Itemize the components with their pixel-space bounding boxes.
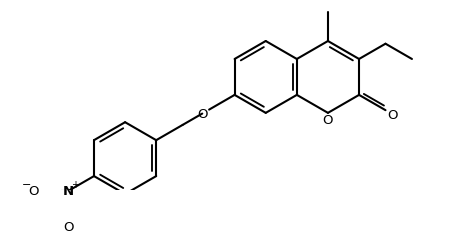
Text: O: O <box>28 185 39 198</box>
Text: N: N <box>63 185 74 198</box>
Text: O: O <box>387 108 397 121</box>
Text: O: O <box>198 107 208 120</box>
Text: +: + <box>71 179 79 189</box>
Text: O: O <box>322 113 333 126</box>
Text: −: − <box>22 179 32 189</box>
Text: O: O <box>63 220 74 231</box>
